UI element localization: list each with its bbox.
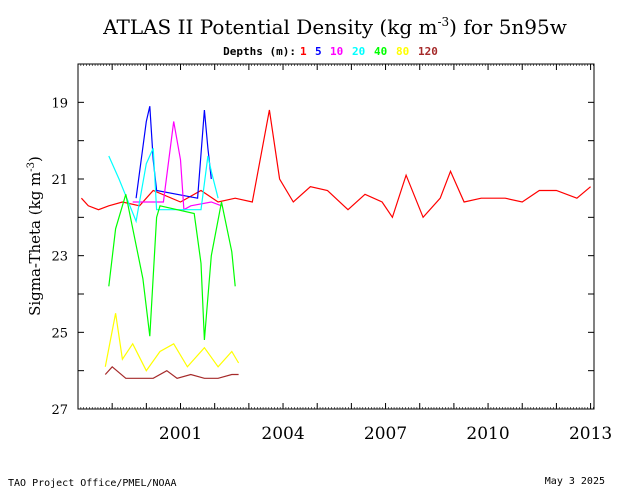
y-tick-label: 23	[51, 250, 68, 265]
plot-frame	[77, 63, 595, 410]
legend: Depths (m): 1 5 10 20 40 80 120	[223, 45, 438, 58]
x-tick-label: 2010	[466, 424, 509, 444]
series-line-120	[104, 365, 239, 379]
legend-entry-1: 1	[300, 45, 307, 58]
y-tick-label: 21	[51, 173, 68, 188]
series-layer	[80, 106, 591, 379]
x-tick-label: 2013	[569, 424, 612, 444]
footer-date: May 3 2025	[544, 476, 605, 487]
axis-ticks	[77, 63, 594, 410]
legend-entry-80: 80	[396, 45, 409, 58]
x-tick-label: 2001	[159, 424, 202, 444]
y-tick-label: 27	[51, 403, 68, 418]
legend-entry-5: 5	[315, 45, 322, 58]
chart-title: ATLAS II Potential Density (kg m-3) for …	[102, 15, 567, 39]
series-line-5	[135, 106, 212, 199]
series-line-20	[108, 148, 219, 224]
legend-label: Depths (m):	[223, 45, 296, 58]
legend-entry-20: 20	[352, 45, 365, 58]
legend-entry-120: 120	[418, 45, 438, 58]
y-tick-label: 25	[51, 326, 68, 341]
y-axis-label: Sigma-Theta (kg m-3)	[26, 156, 44, 316]
y-tick-label: 19	[51, 96, 68, 111]
footer-credit: TAO Project Office/PMEL/NOAA	[8, 478, 177, 489]
x-tick-label: 2004	[261, 424, 304, 444]
legend-entry-40: 40	[374, 45, 387, 58]
series-line-1	[80, 109, 591, 219]
series-line-80	[104, 313, 240, 372]
series-line-10	[132, 121, 222, 211]
series-line-40	[108, 194, 236, 341]
y-tick-labels: 19 21 23 25 27	[51, 96, 68, 418]
x-tick-label: 2007	[364, 424, 407, 444]
x-tick-labels: 2001 2004 2007 2010 2013	[159, 424, 612, 444]
legend-entry-10: 10	[330, 45, 343, 58]
